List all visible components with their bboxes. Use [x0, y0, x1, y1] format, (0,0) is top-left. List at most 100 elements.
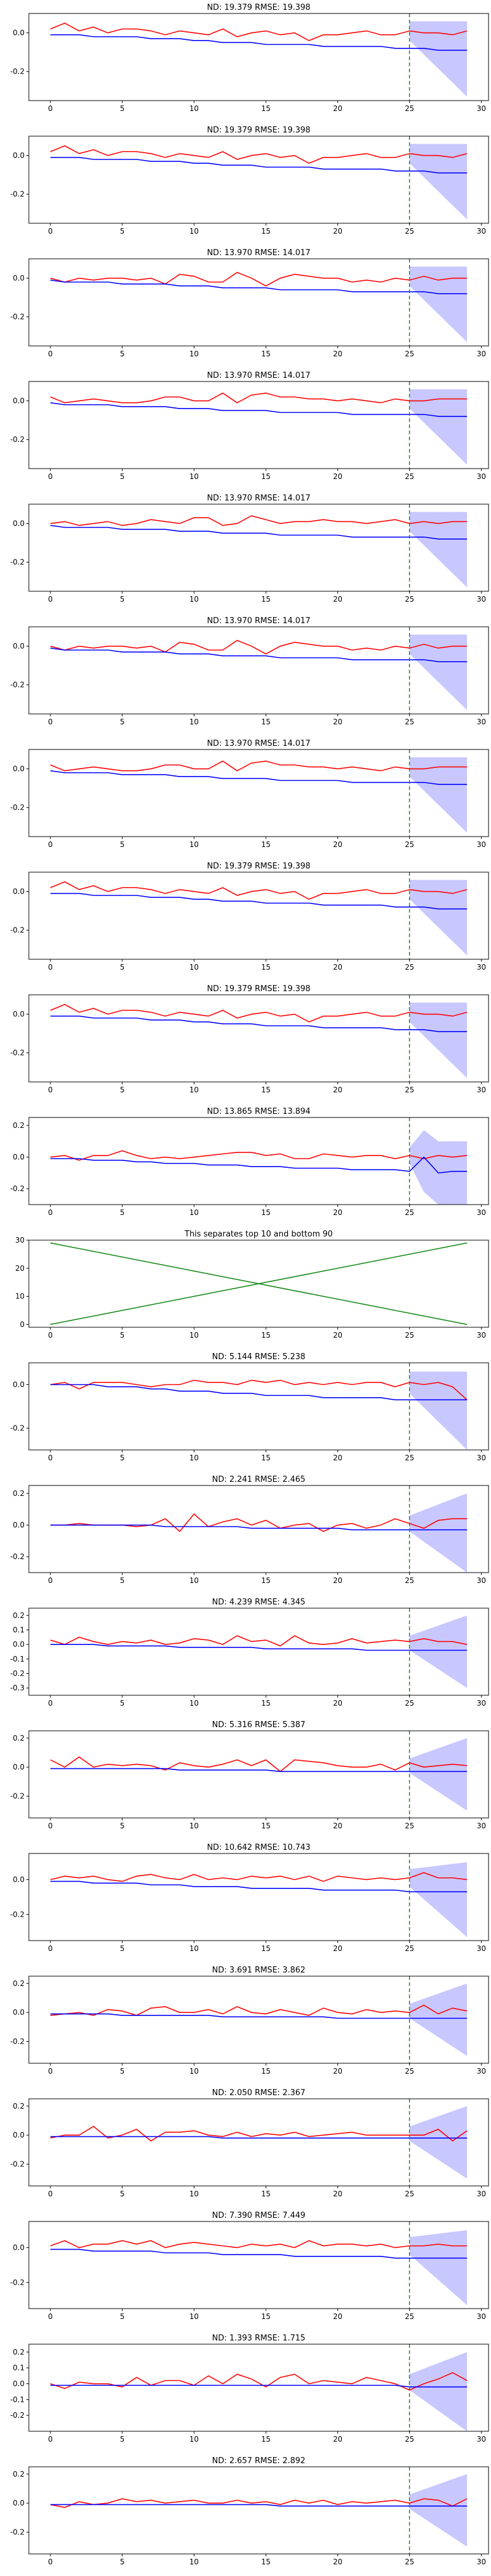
axes-frame — [28, 1117, 489, 1205]
x-tick-label: 30 — [477, 2067, 486, 2076]
x-tick-label: 10 — [190, 1208, 199, 1217]
truth-line — [50, 640, 467, 655]
y-tick-label: -0.2 — [10, 2411, 25, 2420]
subplot: ND: 3.691 RMSE: 3.862 0 5 10 15 20 25 30 0.2 0.0 -… — [10, 1966, 489, 2076]
x-tick-label: 15 — [261, 1576, 271, 1585]
x-tick-label: 15 — [261, 472, 271, 481]
x-tick-label: 15 — [261, 104, 271, 113]
y-tick-label: 0.0 — [13, 2131, 25, 2139]
prediction-line — [50, 1768, 467, 1773]
x-tick-label: 30 — [477, 840, 486, 849]
x-tick-label: 20 — [333, 2558, 342, 2566]
prediction-band — [409, 2230, 467, 2306]
truth-line — [50, 515, 467, 526]
x-tick-label: 25 — [405, 718, 414, 726]
subplot-title: ND: 5.316 RMSE: 5.387 — [212, 1720, 305, 1730]
x-tick-label: 5 — [120, 963, 125, 972]
prediction-band — [409, 2106, 467, 2179]
truth-line — [50, 2498, 468, 2509]
subplot: ND: 1.393 RMSE: 1.715 0 5 10 15 20 25 30 0.2 0.1 0… — [10, 2334, 489, 2444]
prediction-line — [50, 2248, 467, 2259]
prediction-band — [409, 1493, 467, 1573]
axes-frame — [28, 13, 489, 101]
subplot: ND: 19.379 RMSE: 19.398 0 5 10 15 20 25 30 0.0 -0… — [10, 3, 489, 113]
prediction-band — [409, 1130, 467, 1205]
y-tick-label: 0.0 — [13, 1763, 25, 1771]
y-tick-label: 0.0 — [13, 1521, 25, 1530]
x-tick-label: 10 — [190, 2558, 199, 2566]
x-tick-label: 5 — [120, 2435, 125, 2444]
x-tick-label: 30 — [477, 350, 486, 358]
axes-frame — [28, 504, 489, 592]
x-tick-label: 30 — [477, 963, 486, 972]
prediction-line — [50, 892, 467, 910]
x-tick-label: 20 — [333, 1331, 342, 1340]
subplot: ND: 19.379 RMSE: 19.398 0 5 10 15 20 25 30 0.0 -0… — [10, 126, 489, 236]
x-tick-label: 20 — [333, 1944, 342, 1953]
x-tick-label: 10 — [190, 1944, 199, 1953]
prediction-band — [409, 880, 467, 956]
separator-line — [50, 1242, 468, 1325]
subplot: ND: 13.970 RMSE: 14.017 0 5 10 15 20 25 30 0.0 -0… — [10, 739, 489, 849]
prediction-line — [50, 1015, 467, 1032]
x-tick-label: 25 — [405, 350, 414, 358]
x-tick-label: 30 — [477, 227, 486, 236]
x-tick-label: 25 — [405, 104, 414, 113]
x-tick-label: 5 — [120, 472, 125, 481]
x-tick-label: 5 — [120, 2312, 125, 2321]
x-tick-label: 25 — [405, 840, 414, 849]
x-tick-label: 10 — [190, 963, 199, 972]
x-tick-label: 30 — [477, 2190, 486, 2198]
prediction-band — [409, 1371, 467, 1450]
y-tick-label: 0.0 — [13, 887, 25, 896]
prediction-line — [50, 1156, 467, 1174]
prediction-line — [50, 279, 467, 294]
x-tick-label: 30 — [477, 1208, 486, 1217]
subplot-title: ND: 13.865 RMSE: 13.894 — [207, 1107, 311, 1116]
subplot: This separates top 10 and bottom 90 0 5 10 1… — [15, 1230, 489, 1340]
x-tick-label: 10 — [190, 840, 199, 849]
x-tick-label: 10 — [190, 1086, 199, 1094]
x-tick-label: 20 — [333, 227, 342, 236]
x-tick-label: 10 — [190, 104, 199, 113]
subplot: ND: 2.241 RMSE: 2.465 0 5 10 15 20 25 30 0.2 0.0 -… — [10, 1475, 489, 1585]
subplot: ND: 7.390 RMSE: 7.449 0 5 10 15 20 25 30 0.0 -0.2 — [10, 2211, 489, 2321]
prediction-line — [50, 1880, 467, 1893]
axes-frame — [28, 136, 489, 224]
x-tick-label: 0 — [48, 472, 53, 481]
y-tick-label: 30 — [15, 1236, 25, 1244]
x-tick-label: 25 — [405, 963, 414, 972]
x-tick-label: 10 — [190, 2435, 199, 2444]
axes-frame — [28, 1362, 489, 1451]
prediction-band — [409, 389, 467, 465]
x-tick-label: 20 — [333, 718, 342, 726]
x-tick-label: 0 — [48, 1576, 53, 1585]
x-tick-label: 30 — [477, 2435, 486, 2444]
subplot-title: ND: 19.379 RMSE: 19.398 — [207, 984, 311, 994]
truth-line — [50, 1379, 468, 1400]
x-tick-label: 25 — [405, 2558, 414, 2566]
y-tick-label: -0.2 — [10, 1424, 25, 1433]
x-tick-label: 0 — [48, 350, 53, 358]
x-tick-label: 30 — [477, 2312, 486, 2321]
x-tick-label: 15 — [261, 1208, 271, 1217]
x-tick-label: 20 — [333, 595, 342, 604]
x-tick-label: 5 — [120, 1944, 125, 1953]
x-tick-label: 5 — [120, 595, 125, 604]
subplot: ND: 4.239 RMSE: 4.345 0 5 10 15 20 25 30 0.2 0.1 0… — [10, 1598, 489, 1708]
y-tick-label: 0.2 — [13, 2470, 25, 2478]
x-tick-label: 30 — [477, 1576, 486, 1585]
subplot-title: ND: 19.379 RMSE: 19.398 — [207, 862, 311, 871]
x-tick-label: 20 — [333, 1208, 342, 1217]
x-tick-label: 10 — [190, 227, 199, 236]
y-tick-label: -0.2 — [10, 313, 25, 321]
subplot: ND: 5.316 RMSE: 5.387 0 5 10 15 20 25 30 0.2 0.0 -… — [10, 1720, 489, 1830]
y-tick-label: -0.2 — [10, 1184, 25, 1193]
x-tick-label: 0 — [48, 227, 53, 236]
x-tick-label: 5 — [120, 1699, 125, 1708]
x-tick-label: 20 — [333, 104, 342, 113]
axes-frame — [28, 994, 489, 1083]
x-tick-label: 0 — [48, 840, 53, 849]
x-tick-label: 20 — [333, 1822, 342, 1830]
x-tick-label: 10 — [190, 2312, 199, 2321]
